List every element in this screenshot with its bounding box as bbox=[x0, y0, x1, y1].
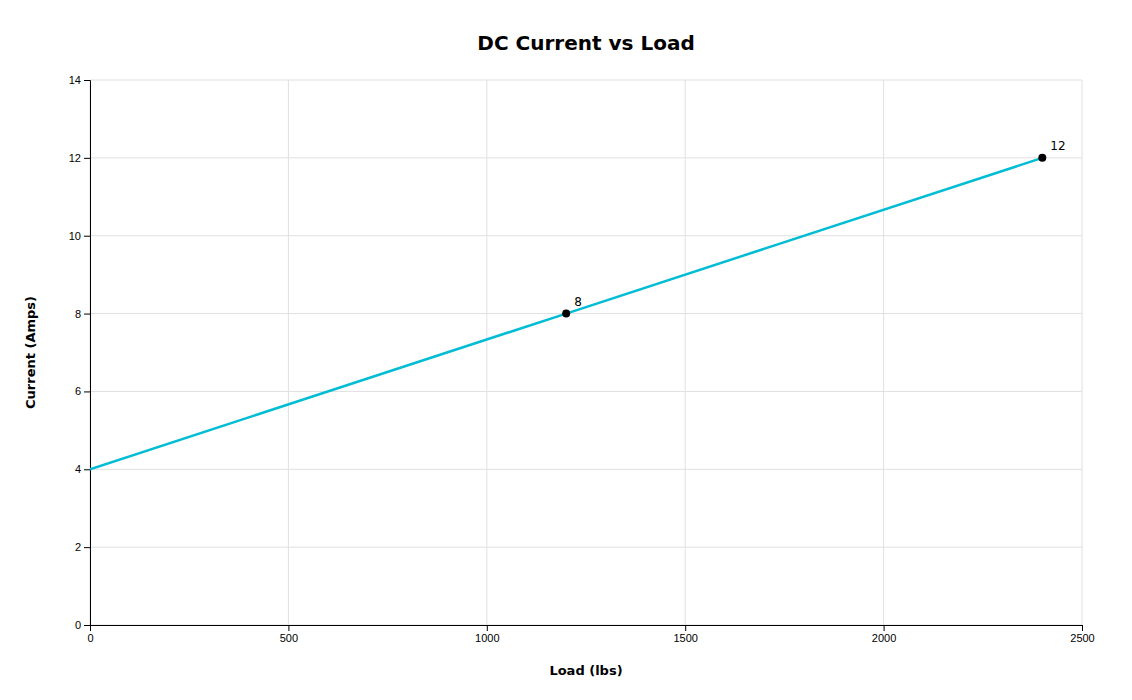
chart-svg: 0 500 1000 1500 2000 2500 0 2 4 6 8 10 12 14 8 12 DC Cur… bbox=[0, 0, 1132, 700]
y-tick-mark bbox=[84, 625, 90, 626]
x-tick: 500 bbox=[280, 625, 298, 644]
x-tick: 1000 bbox=[475, 625, 499, 644]
grid-line-y bbox=[90, 547, 1082, 548]
grid-line-y bbox=[90, 469, 1082, 470]
y-tick-label: 10 bbox=[69, 230, 81, 242]
x-tick-label: 500 bbox=[280, 632, 298, 644]
annotated-point bbox=[1038, 154, 1046, 162]
y-tick-mark bbox=[84, 469, 90, 470]
y-tick-mark bbox=[84, 158, 90, 159]
y-tick-label: 0 bbox=[75, 619, 81, 631]
grid-line-x bbox=[883, 80, 884, 625]
x-tick: 2000 bbox=[872, 625, 896, 644]
y-tick: 2 bbox=[75, 541, 90, 553]
y-tick: 0 bbox=[75, 619, 90, 631]
grid-line-y bbox=[90, 391, 1082, 392]
y-tick-mark bbox=[84, 314, 90, 315]
y-tick-mark bbox=[84, 547, 90, 548]
y-tick-label: 4 bbox=[75, 463, 81, 475]
x-tick-label: 0 bbox=[87, 632, 93, 644]
y-tick: 14 bbox=[69, 74, 90, 86]
x-tick-mark bbox=[1082, 625, 1083, 631]
data-line bbox=[90, 158, 1042, 469]
y-tick-label: 8 bbox=[75, 308, 81, 320]
x-tick-mark bbox=[884, 625, 885, 631]
y-tick: 6 bbox=[75, 385, 90, 397]
y-axis-title: Current (Amps) bbox=[23, 296, 38, 409]
x-tick: 1500 bbox=[673, 625, 697, 644]
x-tick-label: 2500 bbox=[1070, 632, 1094, 644]
x-tick-mark bbox=[288, 625, 289, 631]
y-tick-label: 6 bbox=[75, 385, 81, 397]
y-tick: 8 bbox=[75, 308, 90, 320]
x-tick-label: 1500 bbox=[673, 632, 697, 644]
x-tick-mark bbox=[487, 625, 488, 631]
grid-line-y bbox=[90, 80, 1082, 81]
chart-container: 0 500 1000 1500 2000 2500 0 2 4 6 8 10 12 14 8 12 DC Cur… bbox=[0, 0, 1132, 700]
grid-line-y bbox=[90, 313, 1082, 314]
y-tick-mark bbox=[84, 80, 90, 81]
y-tick: 12 bbox=[69, 152, 90, 164]
x-tick-label: 1000 bbox=[475, 632, 499, 644]
y-tick-mark bbox=[84, 391, 90, 392]
grid-line-y bbox=[90, 235, 1082, 236]
y-tick-label: 14 bbox=[69, 74, 81, 86]
grid-line-y bbox=[90, 157, 1082, 158]
x-tick-mark bbox=[685, 625, 686, 631]
x-tick-label: 2000 bbox=[872, 632, 896, 644]
grid bbox=[90, 80, 1082, 625]
y-tick-label: 12 bbox=[69, 152, 81, 164]
x-axis: 0 500 1000 1500 2000 2500 bbox=[87, 625, 1094, 644]
y-tick-label: 2 bbox=[75, 541, 81, 553]
grid-line-x bbox=[685, 80, 686, 625]
x-tick: 2500 bbox=[1070, 625, 1094, 644]
y-axis-line bbox=[84, 81, 91, 626]
x-tick: 0 bbox=[87, 625, 93, 644]
marks bbox=[90, 154, 1046, 469]
annotated-point bbox=[562, 310, 570, 318]
plot-area: 0 500 1000 1500 2000 2500 0 2 4 6 8 10 12 14 8 12 bbox=[69, 74, 1095, 644]
y-tick: 4 bbox=[75, 463, 90, 475]
y-tick-mark bbox=[84, 236, 90, 237]
annotation-label: 12 bbox=[1050, 139, 1065, 153]
annotation-label: 8 bbox=[574, 295, 582, 309]
grid-line-x bbox=[288, 80, 289, 625]
grid-line-x bbox=[1082, 80, 1083, 625]
x-axis-line bbox=[91, 626, 1083, 632]
y-tick: 10 bbox=[69, 230, 90, 242]
chart-title: DC Current vs Load bbox=[477, 31, 694, 55]
x-axis-title: Load (lbs) bbox=[549, 663, 622, 678]
grid-line-x bbox=[486, 80, 487, 625]
y-axis: 0 2 4 6 8 10 12 14 bbox=[69, 74, 91, 631]
annotations: 8 12 bbox=[574, 139, 1065, 309]
